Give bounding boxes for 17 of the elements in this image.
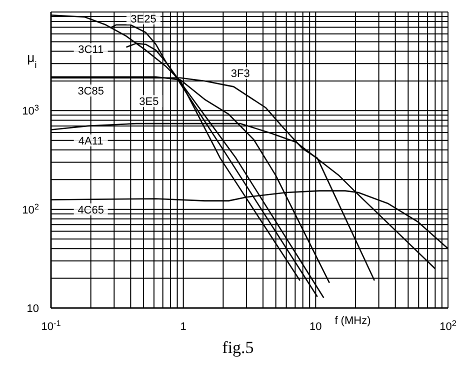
x-tick-label: 10 xyxy=(310,321,322,333)
caption: fig.5 xyxy=(221,338,255,358)
annotation: 3F3 xyxy=(230,68,250,80)
x-axis-title: f (MHz) xyxy=(334,315,371,327)
y-tick-label: 10$^{2}$ xyxy=(22,202,40,216)
annotation: 3C11 xyxy=(78,44,104,56)
y-tick-label: 10 xyxy=(26,303,39,315)
x-tick-label: 10$^{2}$ xyxy=(440,318,457,333)
y-tick-label: 10$^{3}$ xyxy=(22,103,40,118)
annotation: 4A11 xyxy=(78,135,104,148)
annotation: 3E5 xyxy=(139,96,159,108)
annotation: 3E25 xyxy=(130,13,156,26)
y-axis-title: μ$_{i}$ xyxy=(27,50,37,70)
x-tick-label: 1 xyxy=(180,321,186,333)
x-tick-label: 10$^{-1}$ xyxy=(41,318,62,333)
annotation: 4C65 xyxy=(78,204,104,216)
annotation: 3C85 xyxy=(78,86,104,98)
